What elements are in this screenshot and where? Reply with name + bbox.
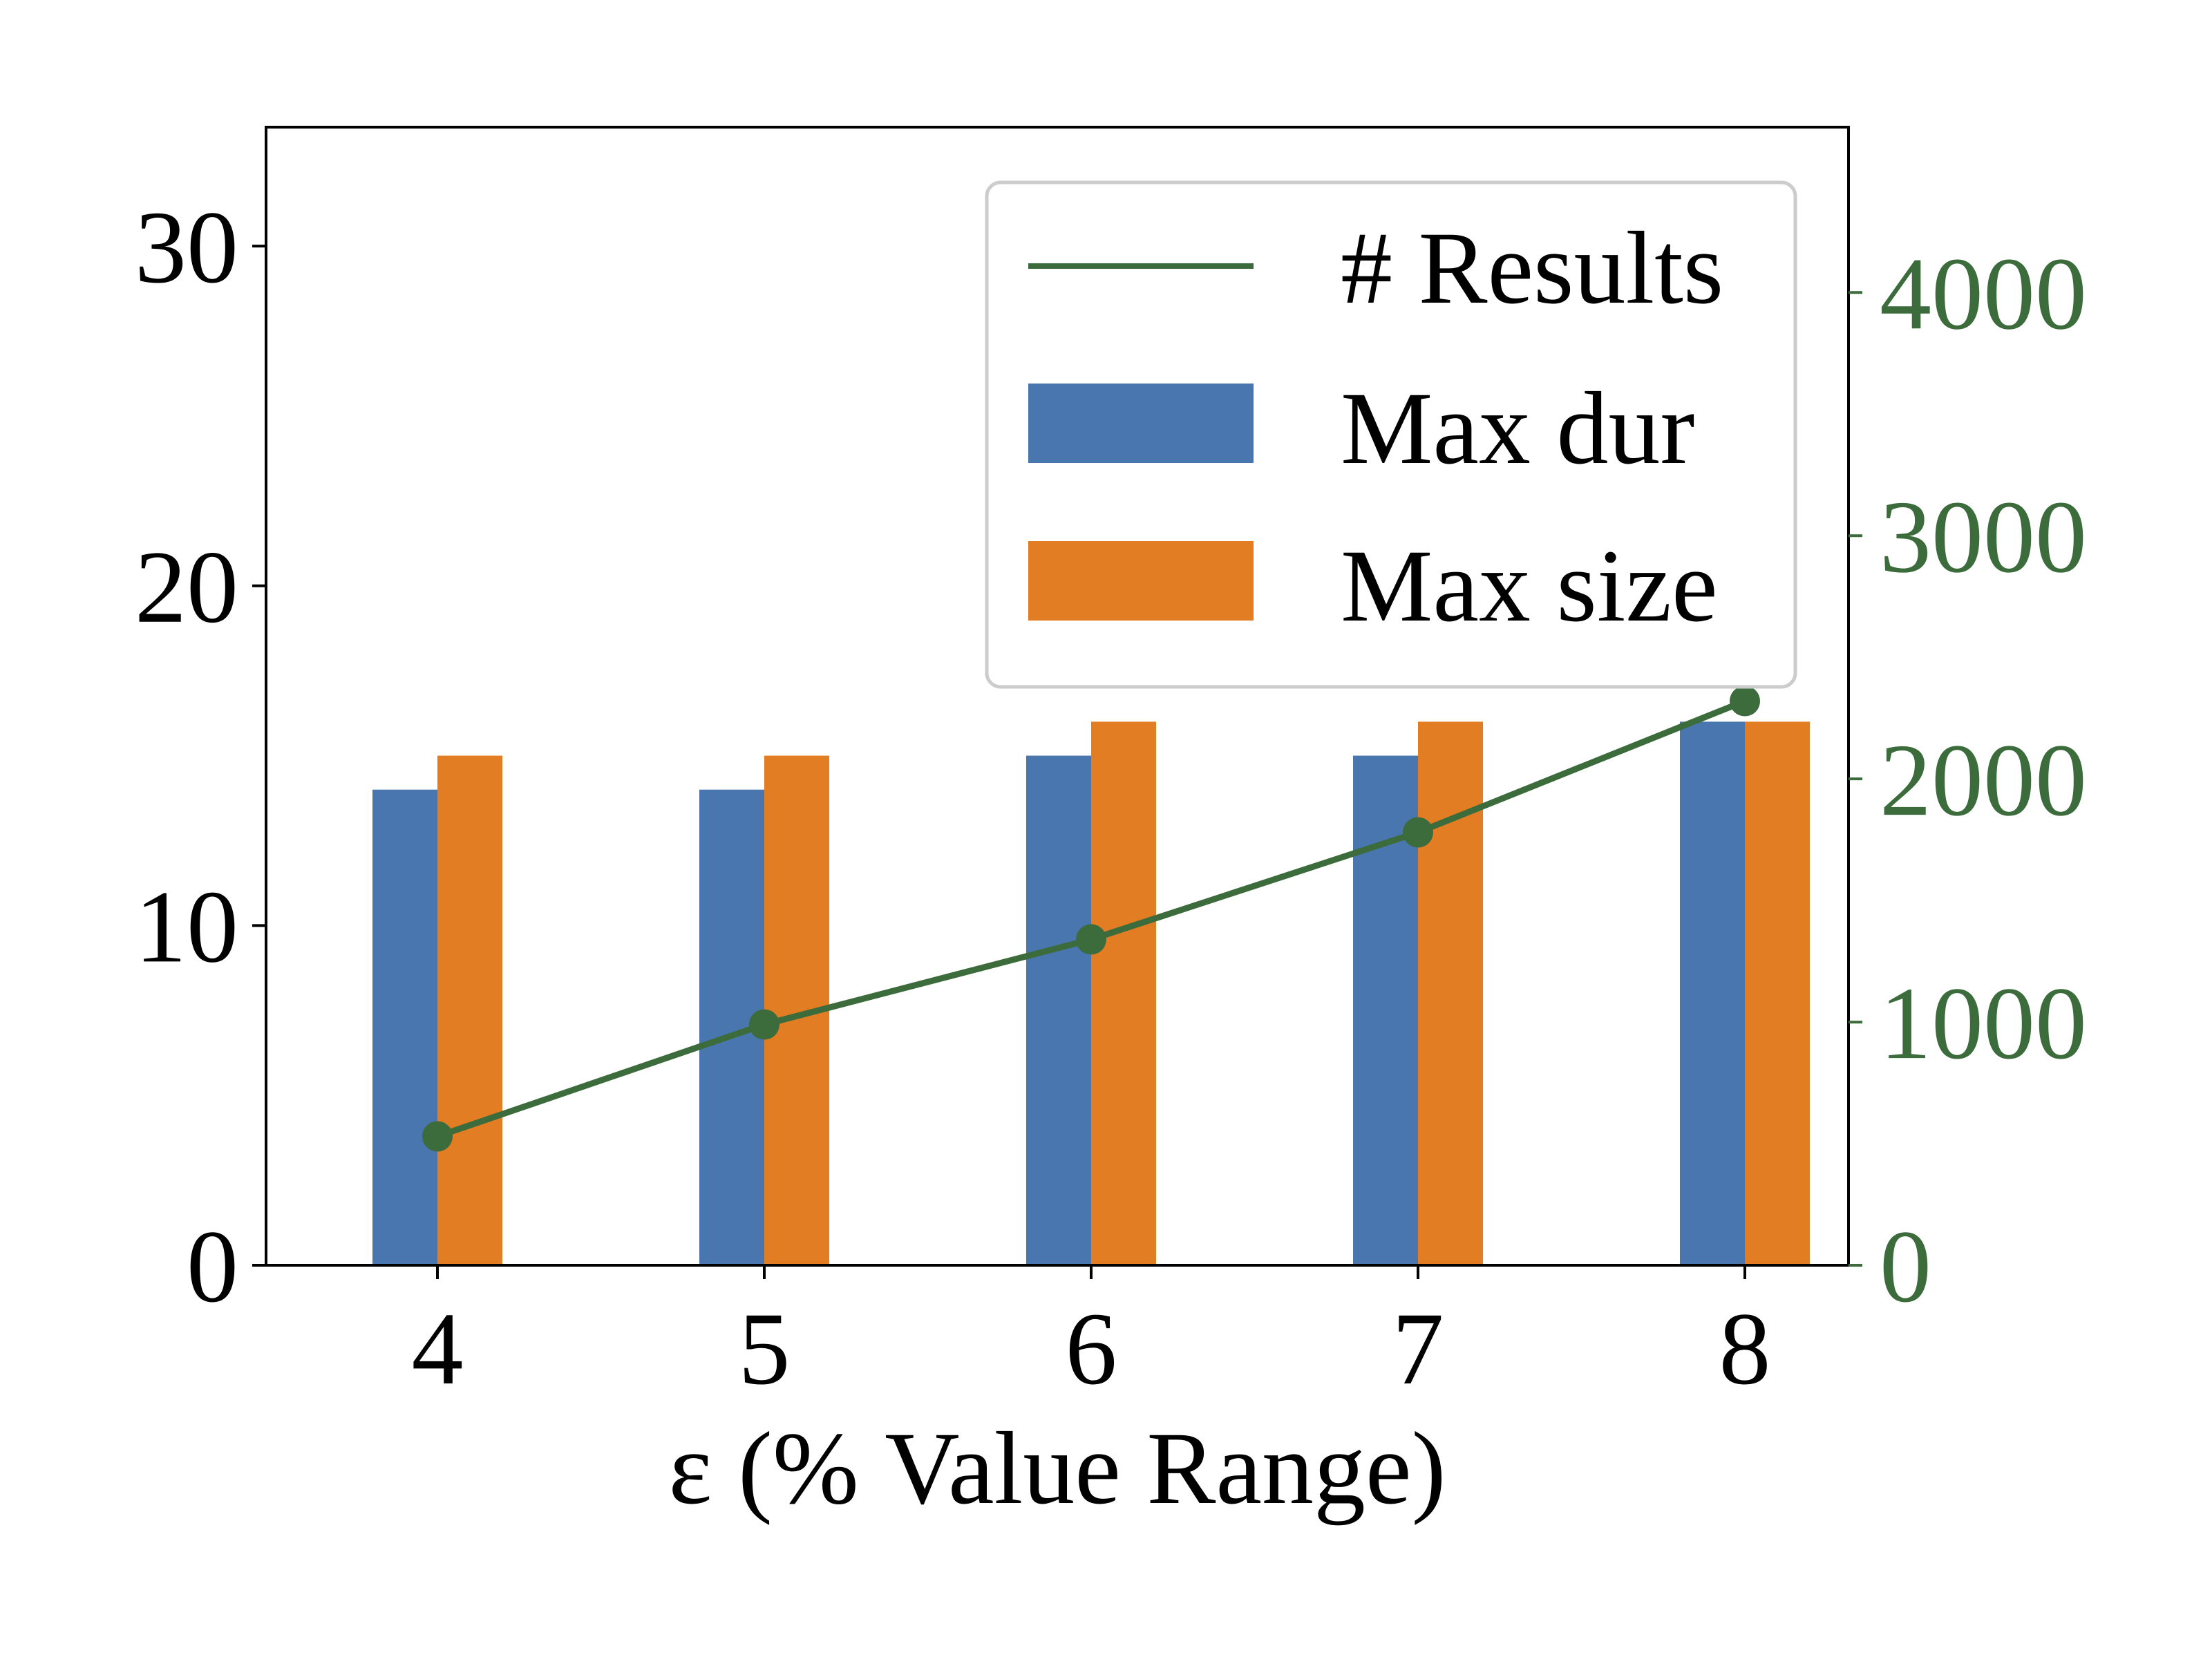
point-results — [1403, 817, 1433, 848]
left-tick-label: 30 — [135, 190, 238, 305]
right-tick-label: 4000 — [1880, 236, 2087, 351]
bar-max-dur — [1680, 721, 1745, 1265]
left-tick-label: 10 — [135, 869, 238, 984]
x-tick-label: 4 — [412, 1292, 464, 1406]
bars-layer — [372, 721, 1810, 1265]
right-tick-label: 3000 — [1880, 480, 2087, 594]
right-tick-label: 1000 — [1880, 966, 2087, 1081]
point-results — [1076, 924, 1106, 955]
point-results — [422, 1121, 453, 1152]
legend-swatch-max-dur — [1028, 384, 1254, 463]
right-tick-label: 0 — [1880, 1209, 1931, 1324]
point-results — [749, 1009, 779, 1040]
right-tick-label: 2000 — [1880, 723, 2087, 838]
x-tick-label: 5 — [739, 1292, 791, 1406]
bar-max-size — [437, 755, 502, 1265]
right-axis: 0 1000 2000 3000 4000 — [1849, 236, 2087, 1324]
x-tick-label: 6 — [1066, 1292, 1117, 1406]
left-axis: 0 10 20 30 — [135, 190, 266, 1324]
left-tick-label: 20 — [135, 530, 238, 645]
point-results — [1730, 685, 1760, 717]
bar-max-size — [1745, 721, 1810, 1265]
plot-frame — [265, 126, 1850, 1267]
bar-max-dur — [372, 789, 437, 1265]
x-axis-label: ε (% Value Range) — [668, 1411, 1446, 1526]
x-tick-label: 8 — [1719, 1292, 1771, 1406]
legend: # Results Max dur Max size — [985, 180, 1797, 689]
legend-swatch-max-size — [1028, 541, 1254, 621]
bar-max-dur — [1026, 755, 1091, 1265]
legend-label-max-size: Max size — [1341, 529, 1718, 643]
bar-max-size — [1091, 721, 1156, 1265]
legend-label-results: # Results — [1341, 211, 1723, 325]
line-layer — [422, 685, 1760, 1152]
bar-max-size — [1418, 721, 1483, 1265]
left-tick-label: 0 — [187, 1209, 238, 1324]
legend-label-max-dur: Max dur — [1341, 371, 1694, 486]
x-axis: 4 5 6 7 8 — [412, 1265, 1771, 1406]
x-tick-label: 7 — [1392, 1292, 1444, 1406]
